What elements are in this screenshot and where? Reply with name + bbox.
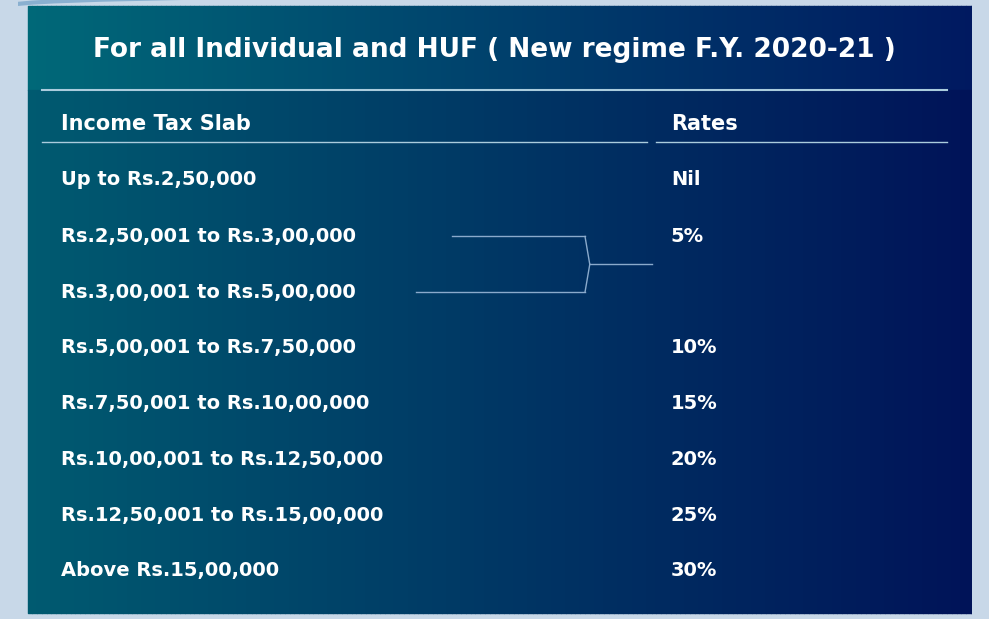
Text: Up to Rs.2,50,000: Up to Rs.2,50,000 [61,170,256,189]
Text: For all Individual and HUF ( New regime F.Y. 2020-21 ): For all Individual and HUF ( New regime … [93,37,896,63]
Text: 20%: 20% [671,450,717,469]
Text: 25%: 25% [671,506,717,524]
Text: 10%: 10% [671,339,717,357]
Text: Nil: Nil [671,170,700,189]
Text: 15%: 15% [671,394,717,413]
Text: 5%: 5% [671,227,704,246]
Text: Rs.12,50,001 to Rs.15,00,000: Rs.12,50,001 to Rs.15,00,000 [61,506,384,524]
Text: Rs.2,50,001 to Rs.3,00,000: Rs.2,50,001 to Rs.3,00,000 [61,227,356,246]
Text: Above Rs.15,00,000: Above Rs.15,00,000 [61,561,279,580]
Text: 30%: 30% [671,561,717,580]
Text: Rs.10,00,001 to Rs.12,50,000: Rs.10,00,001 to Rs.12,50,000 [61,450,383,469]
Text: Rs.3,00,001 to Rs.5,00,000: Rs.3,00,001 to Rs.5,00,000 [61,283,356,301]
Text: Income Tax Slab: Income Tax Slab [61,114,251,134]
Text: Rates: Rates [671,114,738,134]
Text: Rs.7,50,001 to Rs.10,00,000: Rs.7,50,001 to Rs.10,00,000 [61,394,369,413]
Text: Rs.5,00,001 to Rs.7,50,000: Rs.5,00,001 to Rs.7,50,000 [61,339,356,357]
